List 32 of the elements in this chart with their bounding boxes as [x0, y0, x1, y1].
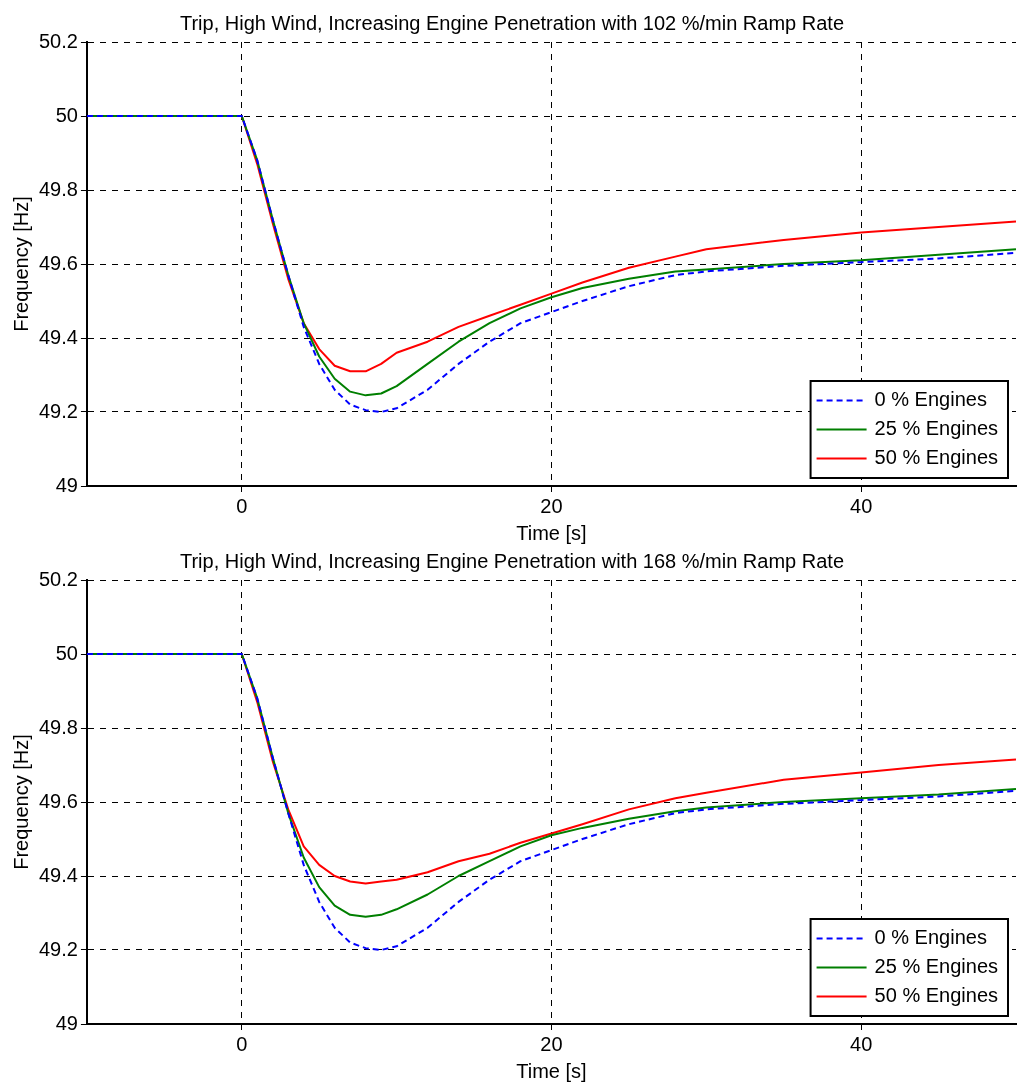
- x-tick-label: 20: [540, 494, 563, 517]
- y-tick-label: 49.8: [38, 177, 78, 200]
- legend-label: 25 % Engines: [874, 955, 998, 978]
- y-tick-label: 49.4: [38, 325, 78, 348]
- x-tick-label: 40: [850, 1032, 873, 1055]
- y-tick-label: 49.8: [38, 715, 78, 738]
- y-tick-label: 49.4: [38, 863, 78, 886]
- chart-title: Trip, High Wind, Increasing Engine Penetration with 102 %/min Ramp Rate: [179, 11, 845, 34]
- y-tick-label: 49.2: [38, 937, 78, 960]
- y-tick-label: 49: [55, 1011, 78, 1034]
- y-tick-label: 49: [55, 473, 78, 496]
- chart-title: Trip, High Wind, Increasing Engine Penetration with 168 %/min Ramp Rate: [179, 549, 845, 572]
- y-tick-label: 50.2: [38, 29, 78, 52]
- x-tick-label: 0: [236, 494, 248, 517]
- x-tick-label: 40: [850, 494, 873, 517]
- y-axis-title: Frequency [Hz]: [9, 734, 32, 870]
- x-tick-label: 20: [540, 1032, 563, 1055]
- legend-label: 25 % Engines: [874, 417, 998, 440]
- y-tick-label: 50.2: [38, 567, 78, 590]
- x-axis-title: Time [s]: [516, 521, 587, 544]
- y-tick-label: 50: [55, 641, 78, 664]
- y-axis-title: Frequency [Hz]: [9, 196, 32, 332]
- legend-label: 50 % Engines: [874, 984, 998, 1007]
- x-tick-label: 0: [236, 1032, 248, 1055]
- legend-label: 0 % Engines: [874, 388, 987, 411]
- legend-label: 0 % Engines: [874, 926, 987, 949]
- y-tick-label: 49.6: [38, 789, 78, 812]
- x-axis-title: Time [s]: [516, 1059, 587, 1082]
- y-tick-label: 49.6: [38, 251, 78, 274]
- y-tick-label: 50: [55, 103, 78, 126]
- y-tick-label: 49.2: [38, 399, 78, 422]
- legend-label: 50 % Engines: [874, 446, 998, 469]
